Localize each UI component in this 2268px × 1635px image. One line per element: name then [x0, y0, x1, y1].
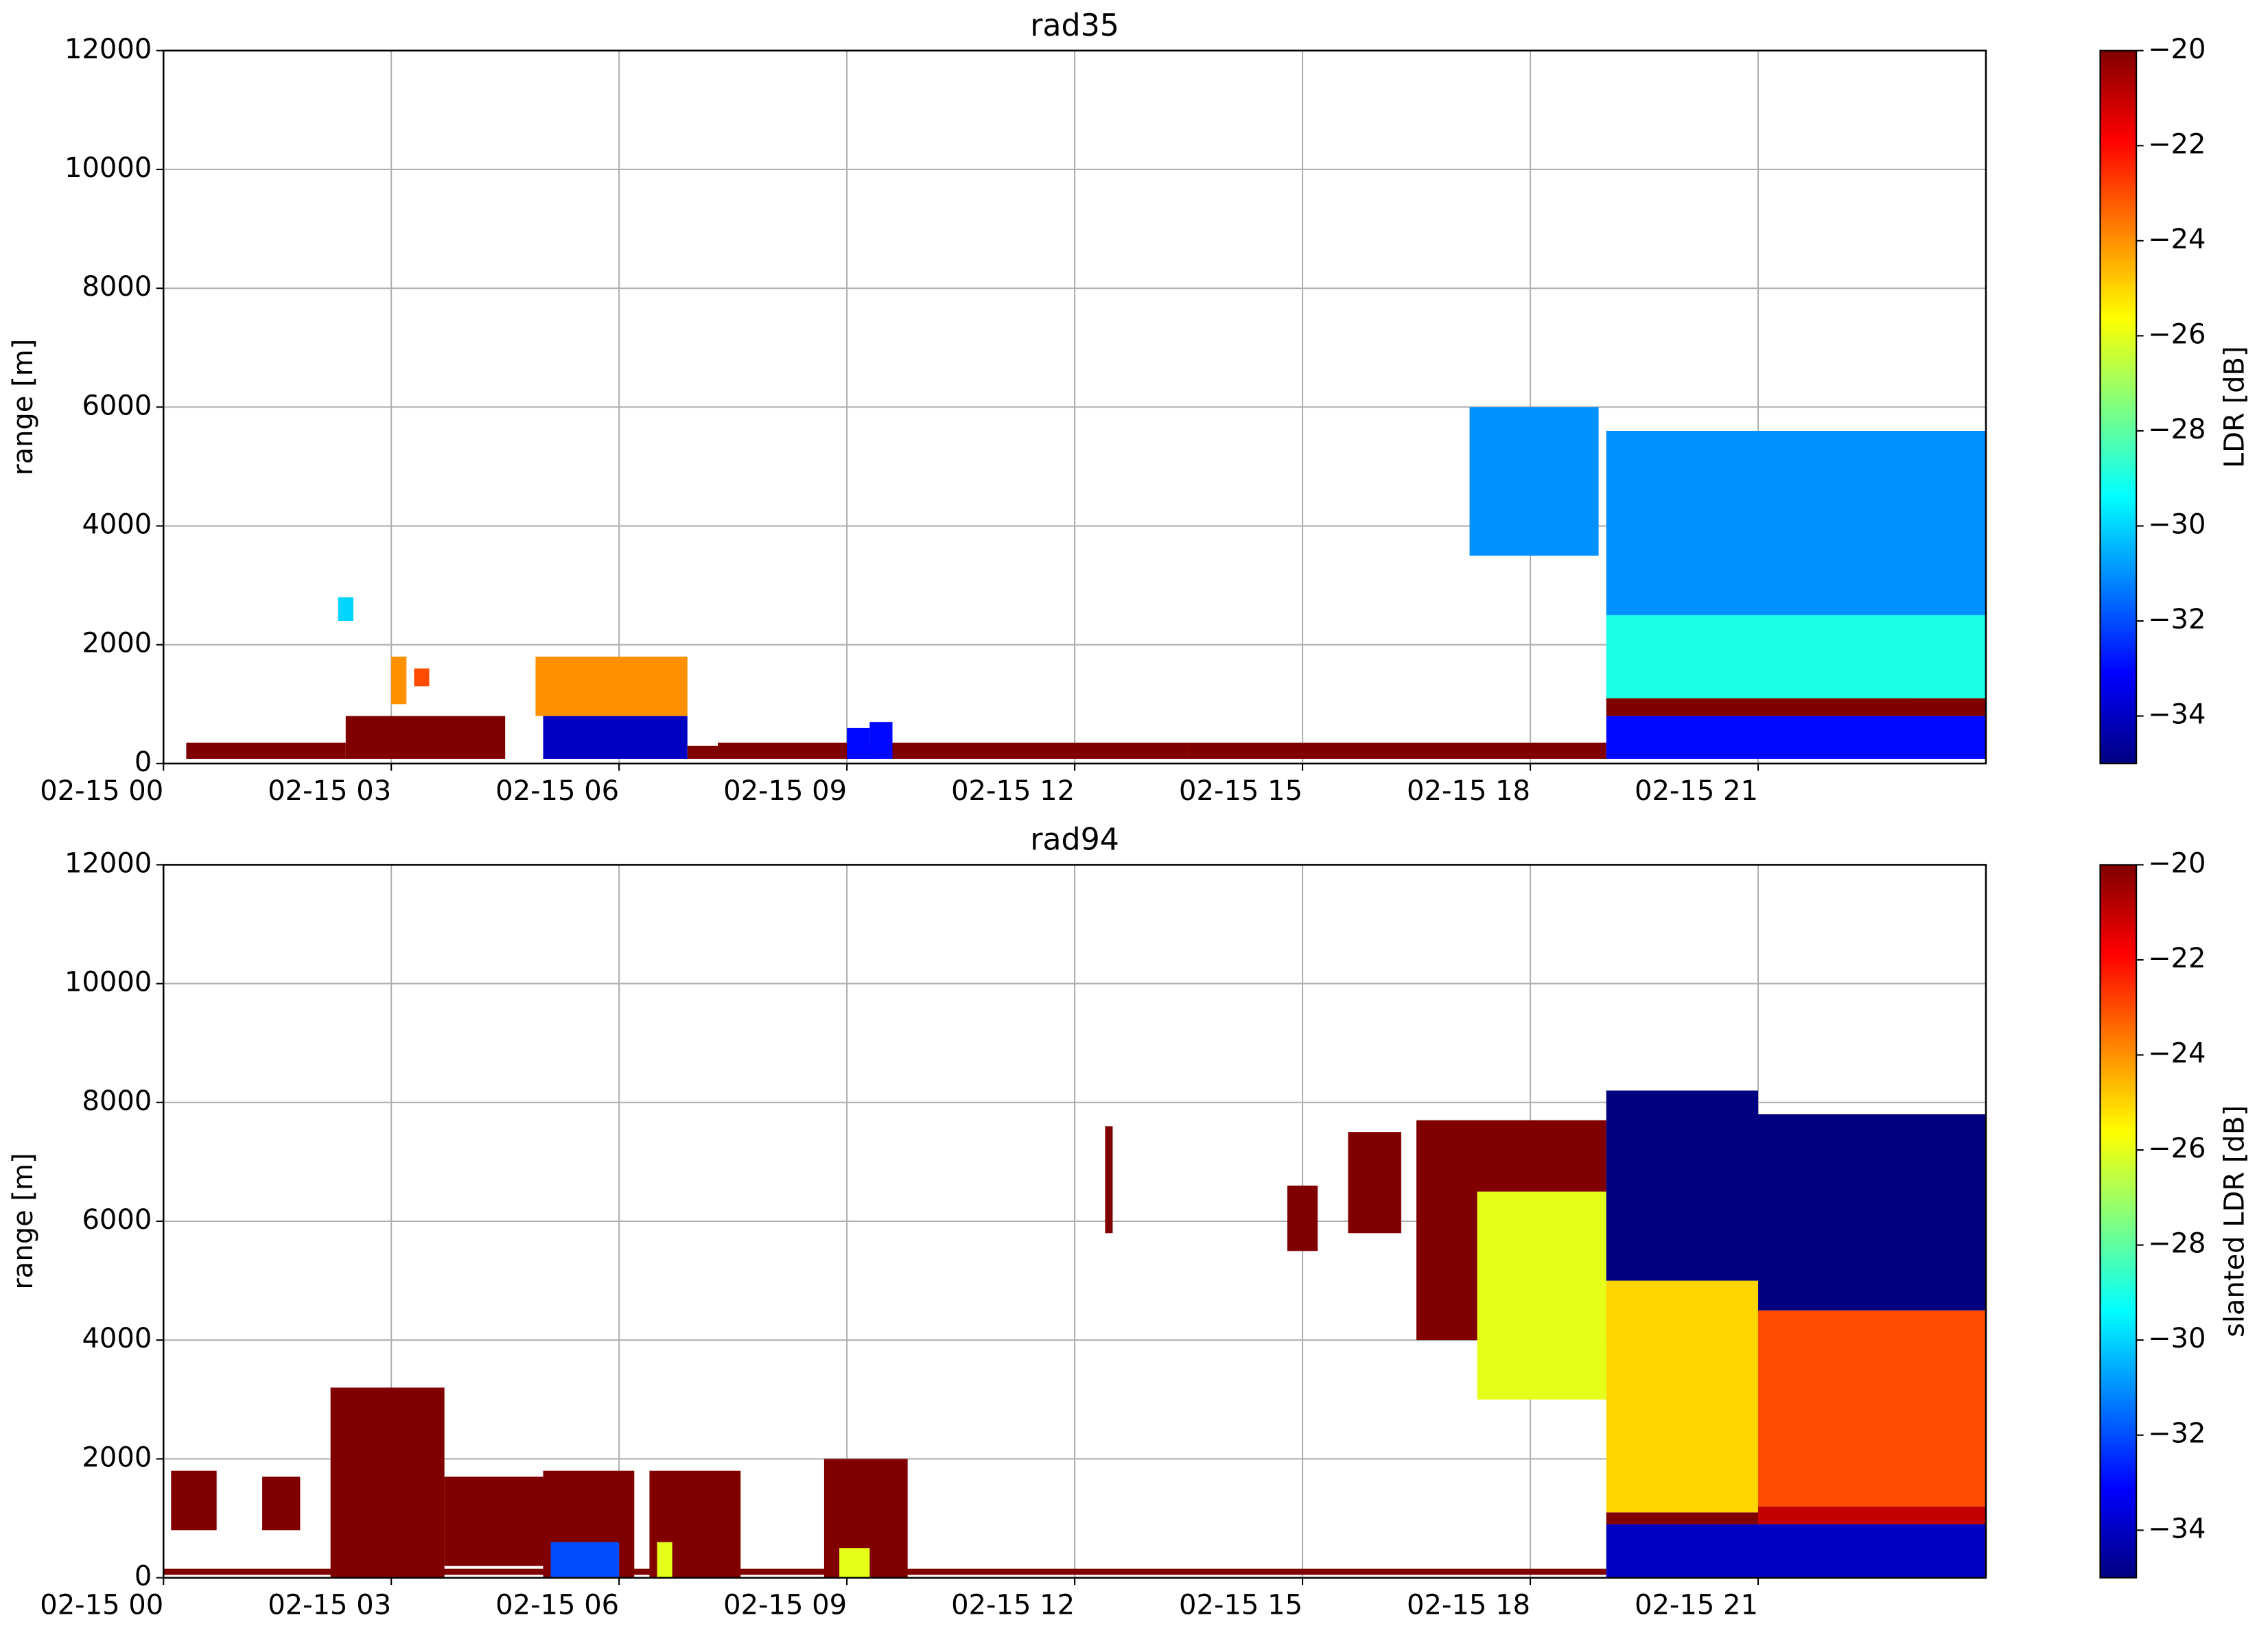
x-tick-label: 02-15 03: [268, 775, 391, 807]
data-cell: [687, 745, 718, 759]
data-cell: [330, 1387, 445, 1578]
colorbar-tick-label: −34: [2148, 699, 2206, 731]
y-tick-label: 12000: [65, 34, 152, 65]
data-cell: [1606, 716, 1986, 759]
colorbar-tick-label: −22: [2148, 943, 2206, 974]
chart-title: rad94: [1030, 823, 1119, 858]
y-tick-label: 2000: [82, 628, 152, 659]
data-cell: [1348, 1132, 1401, 1234]
y-tick-label: 6000: [82, 1204, 152, 1236]
data-cell: [657, 1542, 673, 1578]
x-tick-label: 02-15 09: [723, 1590, 847, 1621]
x-tick-label: 02-15 12: [951, 775, 1075, 807]
colorbar-label: slanted LDR [dB]: [2219, 1105, 2251, 1337]
y-tick-label: 6000: [82, 390, 152, 421]
colorbar: [2099, 49, 2138, 764]
data-cell: [550, 1542, 620, 1578]
colorbar-tick-label: −28: [2148, 1228, 2206, 1260]
x-tick-label: 02-15 09: [723, 775, 847, 807]
data-cell: [1105, 1126, 1113, 1234]
data-cell: [869, 722, 893, 759]
data-cell: [1606, 698, 1986, 716]
colorbar-tick-label: −26: [2148, 318, 2206, 350]
colorbar-tick-label: −22: [2148, 128, 2206, 160]
x-tick-label: 02-15 18: [1407, 775, 1530, 807]
data-cell: [1606, 430, 1986, 615]
y-axis-label: range [m]: [8, 339, 39, 475]
colorbar-tick-label: −28: [2148, 414, 2206, 445]
x-tick-label: 02-15 06: [495, 1590, 619, 1621]
data-cell: [535, 657, 688, 716]
colorbar-tick-label: −34: [2148, 1513, 2206, 1544]
data-cell: [839, 1548, 870, 1578]
colorbar-tick-label: −26: [2148, 1133, 2206, 1164]
colorbar-tick-label: −32: [2148, 1418, 2206, 1450]
x-tick-label: 02-15 00: [40, 1590, 163, 1621]
x-tick-label: 02-15 18: [1407, 1590, 1530, 1621]
y-tick-label: 4000: [82, 1323, 152, 1354]
data-cell: [1606, 1280, 1758, 1513]
data-cell: [1469, 407, 1599, 556]
colorbar-tick-label: −24: [2148, 1038, 2206, 1070]
data-cell: [1606, 1524, 1758, 1578]
data-cell: [444, 1477, 543, 1566]
x-tick-label: 02-15 21: [1635, 1590, 1758, 1621]
data-cell: [414, 668, 430, 687]
data-cell: [1477, 1191, 1606, 1400]
data-cell: [391, 657, 407, 705]
data-cell: [1606, 615, 1986, 698]
x-tick-label: 02-15 21: [1635, 775, 1758, 807]
y-tick-label: 10000: [65, 967, 152, 998]
x-tick-label: 02-15 15: [1179, 775, 1302, 807]
data-cell: [1757, 1114, 1986, 1310]
colorbar-tick-label: −24: [2148, 224, 2206, 255]
data-cell: [1757, 1524, 1986, 1578]
x-tick-label: 02-15 12: [951, 1590, 1075, 1621]
x-tick-label: 02-15 00: [40, 775, 163, 807]
y-tick-label: 8000: [82, 1085, 152, 1117]
data-cell: [1606, 1090, 1758, 1281]
x-tick-label: 02-15 03: [268, 1590, 391, 1621]
y-tick-label: 2000: [82, 1442, 152, 1473]
data-cell: [1287, 1186, 1318, 1251]
chart-title: rad35: [1030, 8, 1119, 43]
colorbar-tick-label: −32: [2148, 604, 2206, 635]
y-tick-label: 0: [135, 1561, 152, 1592]
data-cell: [1189, 742, 1606, 759]
data-cell: [847, 727, 870, 759]
data-cell: [1757, 1506, 1986, 1525]
y-tick-label: 4000: [82, 509, 152, 541]
y-axis-label: range [m]: [8, 1153, 39, 1289]
y-tick-label: 10000: [65, 152, 152, 184]
x-tick-label: 02-15 06: [495, 775, 619, 807]
data-cell: [171, 1470, 217, 1531]
colorbar-tick-label: −30: [2148, 509, 2206, 541]
colorbar-tick-label: −20: [2148, 847, 2206, 879]
data-cell: [1757, 1310, 1986, 1507]
x-tick-label: 02-15 15: [1179, 1590, 1302, 1621]
y-tick-label: 8000: [82, 271, 152, 303]
data-cell: [345, 716, 506, 759]
data-cell: [186, 742, 346, 759]
data-cell: [338, 597, 353, 622]
y-tick-label: 12000: [65, 847, 152, 879]
data-cell: [892, 742, 1189, 759]
colorbar-tick-label: −30: [2148, 1323, 2206, 1354]
data-cell: [1606, 1512, 1758, 1525]
data-cell: [718, 742, 878, 759]
colorbar-tick-label: −20: [2148, 34, 2206, 65]
data-cell: [262, 1477, 301, 1531]
y-tick-label: 0: [135, 746, 152, 778]
colorbar: [2099, 864, 2138, 1579]
colorbar-label: LDR [dB]: [2219, 346, 2251, 468]
data-cell: [543, 716, 688, 759]
